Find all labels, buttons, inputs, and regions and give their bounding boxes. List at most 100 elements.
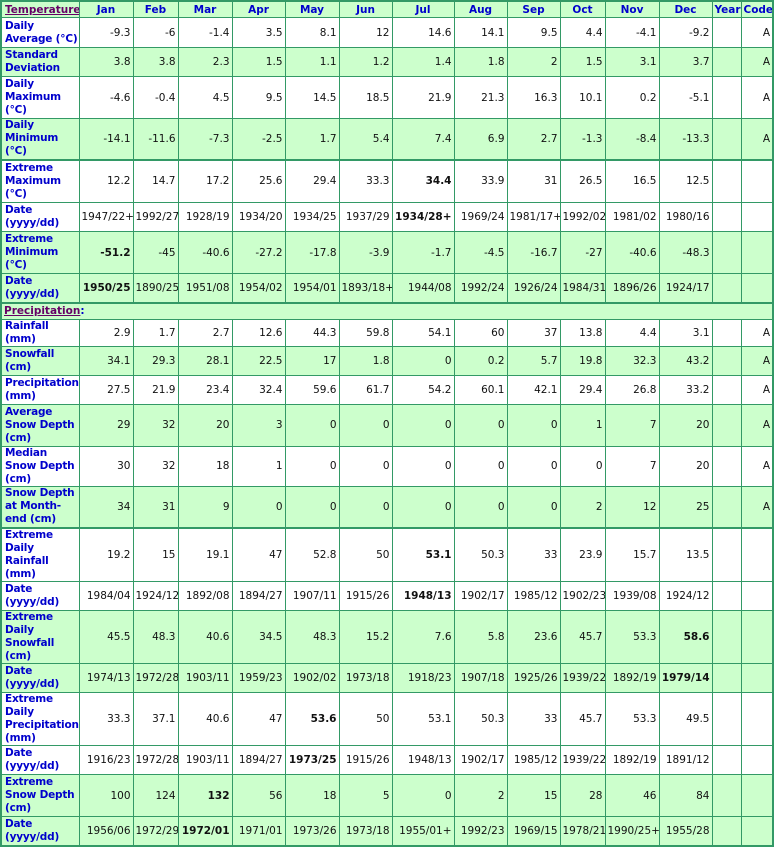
value-cell: 29.4 <box>559 374 606 405</box>
value-cell: 18 <box>284 774 340 817</box>
value-cell: 1985/12 <box>506 581 561 611</box>
cell-value: 48.3 <box>313 631 337 643</box>
cell-value: 1944/08 <box>407 281 452 294</box>
value-cell: 0 <box>338 485 393 529</box>
cell-value: 4.5 <box>212 91 230 104</box>
cell-value: 14.6 <box>428 26 452 39</box>
value-cell: 2.3 <box>177 47 233 77</box>
value-cell: 1907/11 <box>284 581 340 611</box>
year-cell <box>711 816 742 846</box>
value-cell: 1981/02 <box>604 202 660 232</box>
value-cell: 1903/11 <box>177 663 233 693</box>
value-cell: 19.2 <box>78 527 134 582</box>
value-cell: 100 <box>78 774 134 817</box>
cell-value: 1.8 <box>372 354 390 367</box>
column-header-sep: Sep <box>506 0 561 18</box>
value-cell: 1985/12 <box>506 745 561 775</box>
cell-value: 1973/25 <box>288 754 337 766</box>
value-cell: 48.3 <box>132 610 179 664</box>
value-cell: 1907/18 <box>453 663 508 693</box>
cell-value: 0 <box>329 460 337 472</box>
value-cell: 53.3 <box>604 692 660 746</box>
value-cell: -4.5 <box>453 231 508 274</box>
value-cell: -9.2 <box>658 17 713 48</box>
value-cell: 60.1 <box>453 374 508 405</box>
cell-value: 0 <box>382 500 390 513</box>
value-cell: 33.9 <box>453 159 508 203</box>
cell-value: 34.5 <box>259 631 283 643</box>
cell-value: 31 <box>162 500 176 513</box>
value-cell: 1893/18+ <box>338 273 393 304</box>
year-cell <box>711 445 742 487</box>
value-cell: 1928/19 <box>177 202 233 232</box>
value-cell: 1984/31 <box>559 273 606 304</box>
cell-value: 1902/17 <box>460 590 505 602</box>
cell-value: 56 <box>269 789 283 802</box>
cell-value: 1907/18 <box>460 672 505 684</box>
cell-value: 27.5 <box>107 383 131 396</box>
cell-value: 1937/29 <box>345 211 390 223</box>
cell-value: 47 <box>269 713 283 725</box>
cell-value: 1978/21 <box>562 824 605 837</box>
value-cell: 3 <box>231 403 286 447</box>
cell-value: 5.4 <box>372 132 390 145</box>
cell-value: 1918/23 <box>407 672 452 684</box>
value-cell: 23.9 <box>559 527 606 582</box>
cell-value: 61.7 <box>366 383 390 396</box>
value-cell: 45.5 <box>78 610 134 664</box>
value-cell: 44.3 <box>284 318 340 347</box>
value-cell: 1896/26 <box>604 273 660 304</box>
value-cell: 3.1 <box>604 47 660 77</box>
cell-value: -48.3 <box>682 246 710 259</box>
code-cell <box>740 663 774 693</box>
cell-value: 29.3 <box>152 354 176 367</box>
value-cell: 0 <box>453 403 508 447</box>
table-row: Date (yyyy/dd) 1974/13 1972/28 1903/11 1959/… <box>0 663 774 693</box>
cell-value: 45.7 <box>579 631 603 643</box>
cell-value: 59.6 <box>313 383 337 396</box>
cell-value: 3 <box>275 419 283 431</box>
cell-value: 1928/19 <box>185 211 230 223</box>
cell-value: 1 <box>595 419 603 431</box>
value-cell: 0 <box>391 774 455 817</box>
code-cell: A <box>740 445 774 487</box>
value-cell: 49.5 <box>658 692 713 746</box>
cell-value: 14.7 <box>152 175 176 188</box>
cell-value: 19.1 <box>206 549 230 561</box>
cell-value: -40.6 <box>202 246 230 259</box>
value-cell: 1934/28+ <box>391 202 455 232</box>
cell-value: 5.7 <box>540 354 558 367</box>
table-row: Daily Average (°C) -9.3 -6 -1.4 3.5 8.1 12 14.6… <box>0 17 774 48</box>
value-cell: 1951/08 <box>177 273 233 304</box>
cell-value: 53.1 <box>428 713 452 725</box>
temperature-link[interactable]: Temperature <box>5 3 79 16</box>
cell-value: 21.9 <box>152 383 176 396</box>
cell-value: 1973/26 <box>292 824 337 837</box>
cell-value: 1939/22 <box>562 754 605 766</box>
cell-value: 34.4 <box>425 175 452 188</box>
value-cell: 9.5 <box>506 17 561 48</box>
column-header-mar: Mar <box>177 0 233 18</box>
value-cell: 29 <box>78 403 134 447</box>
value-cell: -6 <box>132 17 179 48</box>
cell-value: 40.6 <box>206 713 230 725</box>
cell-value: 1951/08 <box>185 281 230 294</box>
value-cell: 16.5 <box>604 159 660 203</box>
precipitation-link[interactable]: Precipitation <box>4 305 81 317</box>
value-cell: 1.5 <box>231 47 286 77</box>
value-cell: -4.1 <box>604 17 660 48</box>
value-cell: 0 <box>231 485 286 529</box>
year-cell <box>711 774 742 817</box>
value-cell: 29.4 <box>284 159 340 203</box>
value-cell: 1892/08 <box>177 581 233 611</box>
cell-value: 1924/12 <box>665 590 710 602</box>
cell-value: 124 <box>155 789 176 802</box>
cell-value: 1890/25 <box>135 281 178 294</box>
value-cell: 1926/24 <box>506 273 561 304</box>
value-cell: 54.1 <box>391 318 455 347</box>
value-cell: 10.1 <box>559 76 606 119</box>
table-row: Extreme Snow Depth (cm) 100 124 132 56 18 5 0 2 1… <box>0 774 774 817</box>
value-cell: 1902/23 <box>559 581 606 611</box>
value-cell: 1.7 <box>132 318 179 347</box>
value-cell: 3.7 <box>658 47 713 77</box>
